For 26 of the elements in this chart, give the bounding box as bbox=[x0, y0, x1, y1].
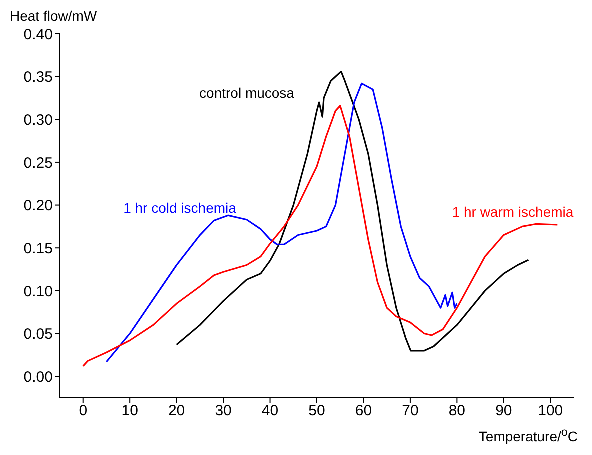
series-label: control mucosa bbox=[200, 85, 294, 101]
y-tick-label: 0.20 bbox=[24, 198, 53, 215]
series-label: 1 hr warm ischemia bbox=[452, 204, 574, 220]
x-tick-label: 0 bbox=[79, 402, 88, 420]
x-tick-label: 60 bbox=[355, 402, 372, 420]
x-tick-label: 90 bbox=[496, 402, 512, 420]
y-tick-label: 0.15 bbox=[24, 240, 53, 258]
y-tick-label: 0.10 bbox=[24, 283, 53, 300]
x-tick-label: 40 bbox=[262, 402, 279, 420]
line-series bbox=[106, 82, 458, 363]
x-tick-label: 100 bbox=[538, 402, 564, 420]
y-tick-label: 0.00 bbox=[24, 368, 53, 386]
y-tick-label: 0.30 bbox=[24, 112, 53, 129]
y-tick-label: 0.05 bbox=[24, 326, 53, 344]
x-tick-label: 70 bbox=[402, 402, 419, 420]
series-label: 1 hr cold ischemia bbox=[124, 200, 236, 216]
y-axis-title: Heat flow/mW bbox=[10, 8, 98, 24]
y-tick-label: 0.35 bbox=[24, 69, 53, 86]
x-tick-label: 20 bbox=[168, 402, 186, 420]
x-axis-title: Temperature/$^{o}$C bbox=[478, 426, 578, 445]
y-tick-label: 0.25 bbox=[24, 154, 53, 172]
x-tick-label: 10 bbox=[122, 402, 138, 420]
x-tick-label: 50 bbox=[308, 402, 326, 420]
x-tick-label: 80 bbox=[448, 402, 466, 420]
y-tick-label: 0.40 bbox=[24, 26, 53, 44]
x-tick-label: 30 bbox=[215, 402, 232, 420]
